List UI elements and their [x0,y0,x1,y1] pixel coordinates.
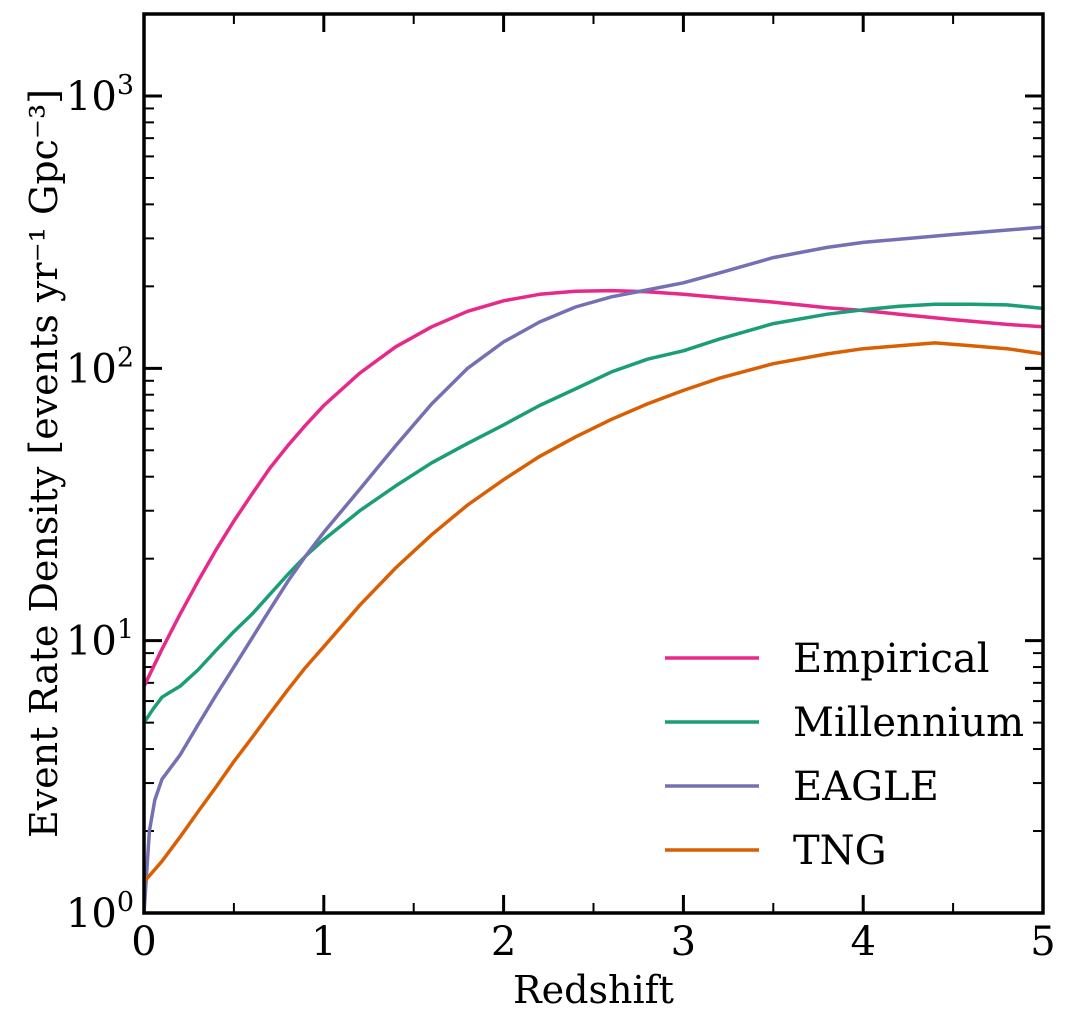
legend-label-empirical: Empirical [793,636,989,682]
y-tick-label: 100 [66,887,134,937]
x-tick-label: 2 [491,919,516,965]
series-line-empirical [142,288,1045,689]
series-line-tng [142,341,1045,884]
x-tick-label: 0 [131,919,156,965]
plot-frame [142,12,1045,915]
y-tick-labels: 100 101 102 103 [66,70,134,937]
y-tick-label: 102 [66,342,134,392]
series-lines [142,225,1045,915]
y-axis-label: Event Rate Density [events yr⁻¹ Gpc⁻³] [22,89,66,838]
x-axis-label: Redshift [513,968,674,1012]
legend: Empirical Millennium EAGLE TNG [665,636,1024,874]
y-tick-label: 103 [66,70,134,120]
legend-label-millennium: Millennium [793,700,1024,746]
y-tick-label: 101 [66,615,134,665]
x-tick-label: 5 [1030,919,1055,965]
x-tick-label: 1 [311,919,336,965]
series-line-millennium [142,302,1045,725]
series-line-eagle [142,225,1045,915]
x-tick-label: 4 [850,919,875,965]
x-tick-labels: 0 1 2 3 4 5 [131,919,1055,965]
legend-label-eagle: EAGLE [793,764,939,810]
legend-label-tng: TNG [793,828,887,874]
x-tick-label: 3 [671,919,696,965]
